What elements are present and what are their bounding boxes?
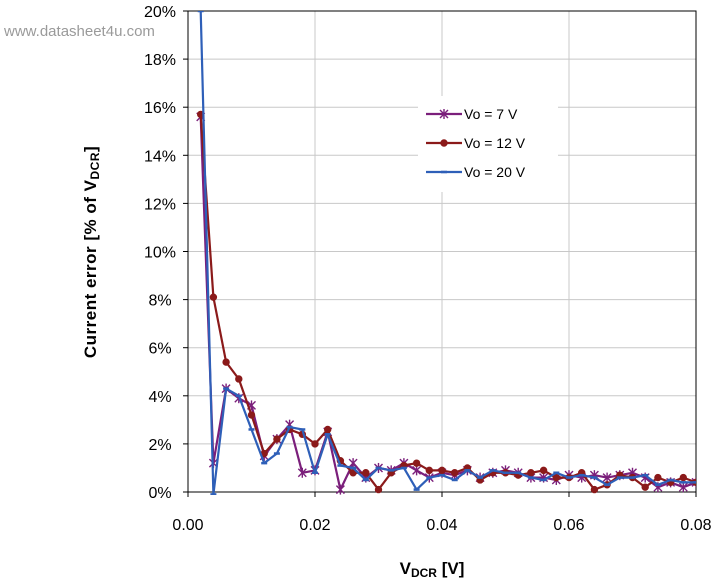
legend: Vo = 7 V Vo = 12 V Vo = 20 V <box>418 96 558 192</box>
legend-marker <box>440 139 448 147</box>
x-axis-label-unit: [V] <box>437 559 464 578</box>
legend-label: Vo = 12 V <box>464 135 526 151</box>
data-point <box>412 459 421 467</box>
x-axis-label-sub: DCR <box>411 566 437 580</box>
x-axis-label: VDCR [V] <box>400 559 465 580</box>
data-point <box>311 440 319 448</box>
data-point <box>539 466 548 475</box>
data-point <box>425 466 433 475</box>
legend-label: Vo = 20 V <box>464 164 526 180</box>
y-tick-label: 0% <box>148 485 171 502</box>
data-point <box>209 293 218 301</box>
y-axis-ticks: 0% 2% 4% 6% 8% 10% 12% 14% 16% 18% 20% <box>144 4 188 502</box>
y-tick-label: 12% <box>144 196 176 213</box>
x-tick-label: 0.00 <box>172 517 203 534</box>
data-point <box>362 469 370 477</box>
data-point <box>335 484 345 495</box>
data-point <box>527 469 535 477</box>
data-point <box>679 473 687 482</box>
data-point <box>552 473 560 482</box>
y-axis-label-end: ] <box>81 146 100 152</box>
data-point <box>247 411 256 419</box>
legend-item: Vo = 12 V <box>426 135 526 151</box>
data-point <box>438 466 446 475</box>
y-tick-label: 14% <box>144 148 176 165</box>
series-line <box>199 11 696 495</box>
y-tick-label: 20% <box>144 4 176 21</box>
series-line <box>199 116 696 491</box>
y-tick-label: 2% <box>148 437 171 454</box>
data-point <box>691 477 696 488</box>
data-point <box>654 473 662 482</box>
legend-marker <box>439 109 449 119</box>
x-tick-label: 0.08 <box>680 517 711 534</box>
legend-item: Vo = 7 V <box>426 106 518 122</box>
data-point <box>641 483 649 491</box>
y-tick-label: 6% <box>148 341 171 358</box>
data-point <box>374 485 383 494</box>
data-point <box>349 469 357 477</box>
data-point <box>678 482 688 493</box>
y-tick-label: 8% <box>148 293 171 310</box>
x-tick-label: 0.02 <box>299 517 330 534</box>
series-layer <box>196 11 696 495</box>
data-point <box>590 485 599 494</box>
data-point <box>273 435 281 443</box>
data-point <box>324 425 332 434</box>
x-axis-label-main: V <box>400 559 412 578</box>
data-point <box>297 467 307 478</box>
y-tick-label: 4% <box>148 389 171 406</box>
x-axis-ticks: 0.00 0.02 0.04 0.06 0.08 <box>172 492 712 534</box>
data-point <box>451 469 459 477</box>
watermark-text: www.datasheet4u.com <box>3 23 155 40</box>
y-axis-label: Current error [% of VDCR] <box>81 146 102 358</box>
data-point <box>602 472 612 483</box>
series-3 <box>197 11 696 495</box>
legend-item: Vo = 20 V <box>426 164 526 180</box>
data-point <box>235 375 243 383</box>
y-axis-label-main: Current error [% of V <box>81 179 100 358</box>
grid-lines <box>188 11 696 492</box>
y-tick-label: 16% <box>144 100 176 117</box>
x-tick-label: 0.04 <box>426 517 457 534</box>
y-tick-label: 18% <box>144 52 176 69</box>
y-tick-label: 10% <box>144 245 176 262</box>
x-tick-label: 0.06 <box>553 517 584 534</box>
legend-label: Vo = 7 V <box>464 106 518 122</box>
y-axis-label-sub: DCR <box>88 152 102 180</box>
data-point <box>348 458 358 469</box>
data-point <box>412 465 422 476</box>
data-point <box>222 358 230 366</box>
